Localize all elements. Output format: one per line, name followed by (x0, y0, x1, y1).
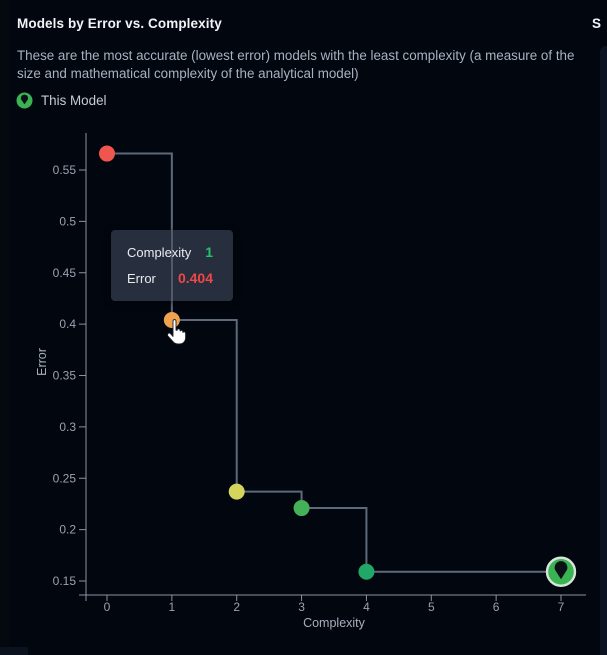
y-tick-label: 0.4 (59, 317, 76, 331)
tooltip-label: Complexity (127, 245, 192, 260)
data-point-complexity-0[interactable] (99, 145, 115, 162)
y-tick-label: 0.15 (53, 574, 77, 588)
data-point-complexity-2[interactable] (228, 483, 245, 500)
page-title: Models by Error vs. Complexity (17, 16, 222, 31)
x-tick-label: 1 (169, 600, 176, 614)
y-axis-title: Error (35, 348, 49, 376)
chart-tooltip: Complexity 1 Error 0.404 (111, 230, 233, 301)
x-tick-label: 0 (104, 600, 111, 614)
y-tick-label: 0.2 (59, 523, 76, 537)
y-tick-label: 0.25 (53, 471, 77, 485)
chart-description: These are the most accurate (lowest erro… (17, 48, 575, 81)
data-point-complexity-4[interactable] (358, 563, 375, 580)
step-line (107, 152, 561, 573)
tooltip-value-error: 0.404 (177, 270, 213, 286)
legend-label: This Model (41, 93, 107, 108)
x-tick-label: 5 (428, 600, 435, 614)
y-tick-label: 0.35 (53, 369, 77, 383)
this-model-pin-icon (554, 561, 568, 580)
data-point-complexity-3[interactable] (293, 500, 310, 517)
y-tick-label: 0.45 (53, 266, 77, 280)
adjacent-panel-bottom-corner (0, 647, 28, 655)
step-line-through-tooltip (171, 230, 173, 301)
tooltip-label: Error (127, 271, 156, 286)
chart-legend: This Model (16, 92, 107, 109)
tooltip-row-error: Error 0.404 (127, 268, 213, 289)
x-tick-label: 3 (298, 600, 305, 614)
adjacent-panel-right-edge (600, 46, 607, 655)
x-axis-title: Complexity (303, 616, 366, 630)
x-tick-label: 2 (233, 600, 240, 614)
tooltip-value-complexity: 1 (205, 244, 213, 260)
y-tick-label: 0.5 (59, 214, 76, 228)
map-pin-icon (16, 92, 33, 109)
y-tick-label: 0.55 (53, 163, 77, 177)
x-tick-label: 7 (558, 600, 565, 614)
x-tick-label: 4 (363, 600, 370, 614)
cursor-pointer-icon (164, 319, 188, 345)
adjacent-panel-left-edge (0, 0, 9, 655)
tooltip-row-complexity: Complexity 1 (127, 242, 213, 263)
x-tick-label: 6 (493, 600, 500, 614)
adjacent-panel-title-partial: S (592, 16, 602, 31)
y-tick-label: 0.3 (59, 420, 76, 434)
